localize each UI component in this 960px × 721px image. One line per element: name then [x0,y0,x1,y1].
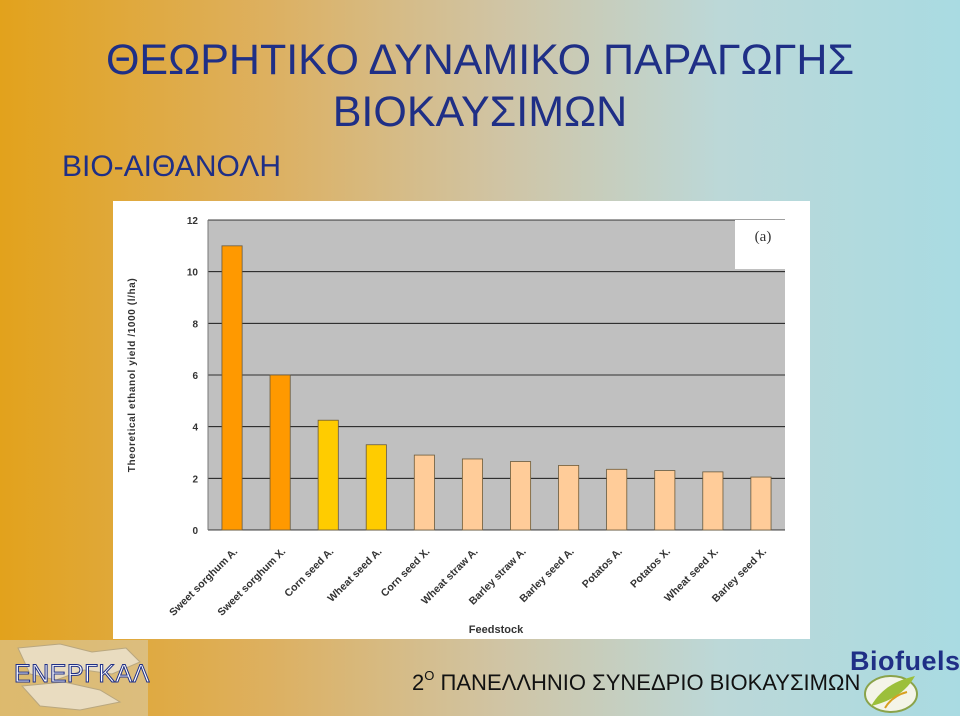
conference-text: ΠΑΝΕΛΛΗΝΙΟ ΣΥΝΕΔΡΙΟ ΒΙΟΚΑΥΣΙΜΩΝ [440,670,861,695]
energkal-logo [0,640,148,716]
bar [510,461,532,531]
bar-chart: 0 2 4 6 8 10 12 Sweet sorghum A.Sweet sorghum … [127,216,785,636]
x-tick-labels: Sweet sorghum A.Sweet sorghum X.Corn see… [167,546,769,619]
chart-panel: 0 2 4 6 8 10 12 Sweet sorghum A. Sweet sorghum … [113,201,810,639]
conference-footer: 2Ο ΠΑΝΕΛΛΗΝΙΟ ΣΥΝΕΔΡΙΟ ΒΙΟΚΑΥΣΙΜΩΝ [412,668,861,696]
biofuels-logo-text: Biofuels [850,646,960,676]
y-tick-label: 0 [192,526,198,537]
x-tick-label: Corn seed A. [282,546,336,600]
x-axis-label: Feedstock [469,624,524,636]
bars [221,245,772,531]
bar [750,476,772,531]
gridlines [208,219,785,531]
x-tick-label: Corn seed X. [379,546,433,600]
y-tick-label: 2 [192,474,198,485]
bar [221,245,243,531]
panel-label-box [735,220,785,269]
y-tick-label: 6 [192,371,198,382]
y-tick-label: 8 [192,319,198,330]
x-tick-label: Potatos A. [580,546,625,591]
y-tick-labels: 0 2 4 6 8 10 12 [187,216,199,537]
bar [702,471,724,531]
biofuels-leaf-icon [855,668,925,714]
y-tick-label: 10 [187,268,199,279]
bar [654,470,676,531]
conference-number: 2 [412,670,425,695]
slide-title-line1: ΘΕΩΡΗΤΙΚΟ ΔΥΝΑΜΙΚΟ ΠΑΡΑΓΩΓΗΣ [105,36,855,84]
bar [413,454,435,531]
y-tick-label: 4 [192,423,198,434]
bar [558,465,580,531]
slide-subtitle: ΒΙΟ-ΑΙΘΑΝΟΛΗ [62,150,281,183]
bar [317,419,339,531]
bar [606,468,628,531]
bar [461,458,483,531]
y-tick-label: 12 [187,216,199,227]
conference-superscript: Ο [424,668,435,683]
bar [365,444,387,531]
bar [269,374,291,531]
energkal-logo-text: ΕΝΕΡΓΚΑΛ [14,660,150,689]
slide-title-line2: ΒΙΟΚΑΥΣΙΜΩΝ [332,88,628,136]
x-tick-label: Potatos X. [628,546,673,591]
panel-label: (a) [755,229,772,245]
y-axis-label: Theoretical ethanol yield /1000 (l/ha) [127,278,138,473]
